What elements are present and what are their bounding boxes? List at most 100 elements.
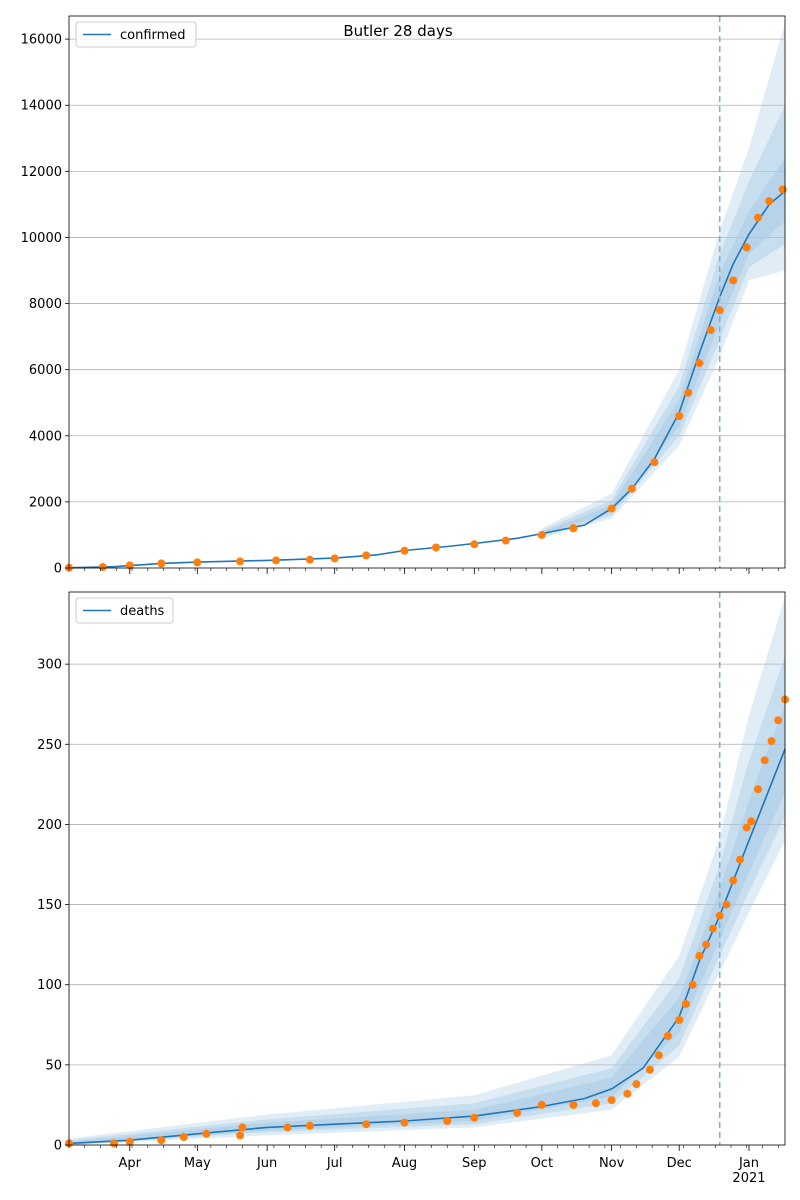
figure-title: Butler 28 days	[343, 22, 452, 40]
confirmed-observed-point	[432, 543, 440, 552]
deaths-observed-point	[157, 1136, 166, 1145]
deaths-ytick-label: 150	[37, 898, 62, 913]
deaths-observed-point	[125, 1137, 134, 1146]
xtick-label: Jul	[326, 1156, 343, 1171]
confirmed-legend: confirmed	[75, 21, 197, 48]
deaths-ytick-label: 50	[45, 1058, 62, 1073]
confirmed-observed-point	[569, 524, 578, 533]
confirmed-observed-point	[627, 484, 636, 493]
deaths-legend-label: deaths	[120, 604, 165, 619]
confirmed-observed-point	[330, 554, 339, 563]
deaths-observed-point	[722, 900, 731, 909]
deaths-observed-point	[702, 940, 711, 949]
deaths-observed-point	[736, 855, 744, 864]
confirmed-observed-point	[125, 561, 134, 570]
deaths-panel: 0 50 100 150 200 250 300 Apr May Jun Jul Aug Sep Oct N…	[37, 591, 789, 1186]
confirmed-band-inner	[541, 158, 785, 535]
deaths-observed-point	[681, 999, 690, 1008]
deaths-observed-point	[767, 737, 776, 746]
confirmed-observed-point	[362, 551, 371, 560]
deaths-ytick-label: 0	[54, 1139, 62, 1154]
deaths-observed-point	[607, 1096, 616, 1105]
deaths-observed-point	[513, 1108, 522, 1117]
deaths-observed-point	[623, 1089, 632, 1098]
deaths-observed-point	[754, 785, 762, 794]
deaths-ytick-label: 100	[37, 978, 62, 993]
deaths-observed-point	[238, 1123, 247, 1132]
confirmed-observed-point	[684, 388, 693, 397]
deaths-observed-point	[632, 1080, 641, 1089]
confirmed-observed-point	[305, 555, 314, 564]
xtick-label: May	[184, 1156, 211, 1171]
confirmed-observed-point	[778, 185, 787, 194]
deaths-ytick-label: 200	[37, 818, 62, 833]
deaths-legend-box	[75, 597, 174, 624]
deaths-observed-point	[179, 1133, 188, 1141]
confirmed-observed-point	[715, 306, 724, 315]
deaths-observed-point	[695, 951, 704, 960]
confirmed-ytick-label: 14000	[21, 99, 62, 114]
confirmed-observed-point	[400, 546, 409, 555]
xtick-label: Aug	[392, 1156, 417, 1171]
deaths-observed-point	[675, 1016, 684, 1024]
deaths-observed-point	[305, 1121, 314, 1130]
deaths-axes-frame	[68, 591, 786, 1146]
confirmed-observed-point	[729, 276, 738, 285]
confirmed-legend-label: confirmed	[120, 28, 186, 43]
deaths-observed-point	[537, 1100, 546, 1109]
deaths-observed-point	[645, 1065, 654, 1074]
deaths-observed-point	[747, 817, 756, 826]
xtick-label: Sep	[462, 1156, 487, 1171]
deaths-observed-point	[729, 876, 738, 885]
confirmed-observed-point	[706, 326, 715, 334]
deaths-observed-point	[663, 1032, 672, 1040]
deaths-observed-point	[569, 1100, 578, 1109]
deaths-observed-point	[470, 1113, 479, 1122]
deaths-observed-point	[742, 823, 751, 832]
confirmed-observed-point	[193, 558, 202, 567]
xtick-label: Nov	[599, 1156, 625, 1171]
deaths-observed-point	[283, 1123, 292, 1132]
deaths-observed-point	[400, 1118, 409, 1127]
confirmed-band-mid	[541, 105, 785, 537]
xtick-year-label: 2021	[732, 1171, 765, 1186]
confirmed-observed-point	[501, 536, 510, 545]
confirmed-observed-point	[537, 530, 546, 539]
deaths-observed-point	[774, 716, 783, 725]
confirmed-legend-box	[75, 21, 197, 48]
xtick-label: Apr	[119, 1156, 142, 1171]
confirmed-axes-frame	[68, 15, 786, 569]
confirmed-ytick-label: 8000	[29, 297, 62, 312]
confirmed-panel: 0 2000 4000 6000 8000 10000 12000 14000 16000 con…	[21, 15, 787, 577]
confirmed-ytick-label: 6000	[29, 363, 62, 378]
confirmed-observed-point	[98, 563, 107, 571]
confirmed-ytick-label: 0	[54, 562, 62, 577]
deaths-observed-point	[760, 756, 769, 765]
confirmed-observed-point	[650, 458, 659, 467]
deaths-ytick-label: 250	[37, 738, 62, 753]
deaths-observed-point	[443, 1117, 452, 1125]
confirmed-observed-point	[765, 197, 774, 206]
xtick-label: Dec	[667, 1156, 692, 1171]
confirmed-observed-point	[272, 556, 281, 565]
xtick-label: Jun	[256, 1156, 277, 1171]
deaths-observed-point	[110, 1139, 118, 1148]
confirmed-observed-point	[236, 557, 245, 566]
xtick-label: Oct	[531, 1156, 553, 1171]
xtick-label: Jan	[738, 1156, 759, 1171]
deaths-observed-point	[708, 924, 717, 933]
confirmed-ytick-label: 16000	[21, 33, 62, 48]
confirmed-observed-point	[675, 412, 684, 420]
deaths-ytick-label: 300	[37, 658, 62, 673]
confirmed-ytick-label: 10000	[21, 231, 62, 246]
confirmed-observed-point	[607, 504, 616, 513]
deaths-observed-point	[202, 1129, 211, 1138]
deaths-observed-point	[236, 1131, 245, 1140]
confirmed-observed-point	[157, 559, 166, 568]
confirmed-observed-point	[695, 359, 704, 368]
confirmed-ytick-label: 12000	[21, 165, 62, 180]
confirmed-observed-point	[754, 213, 762, 222]
confirmed-observed-point	[470, 540, 479, 549]
confirmed-ytick-label: 4000	[29, 429, 62, 444]
